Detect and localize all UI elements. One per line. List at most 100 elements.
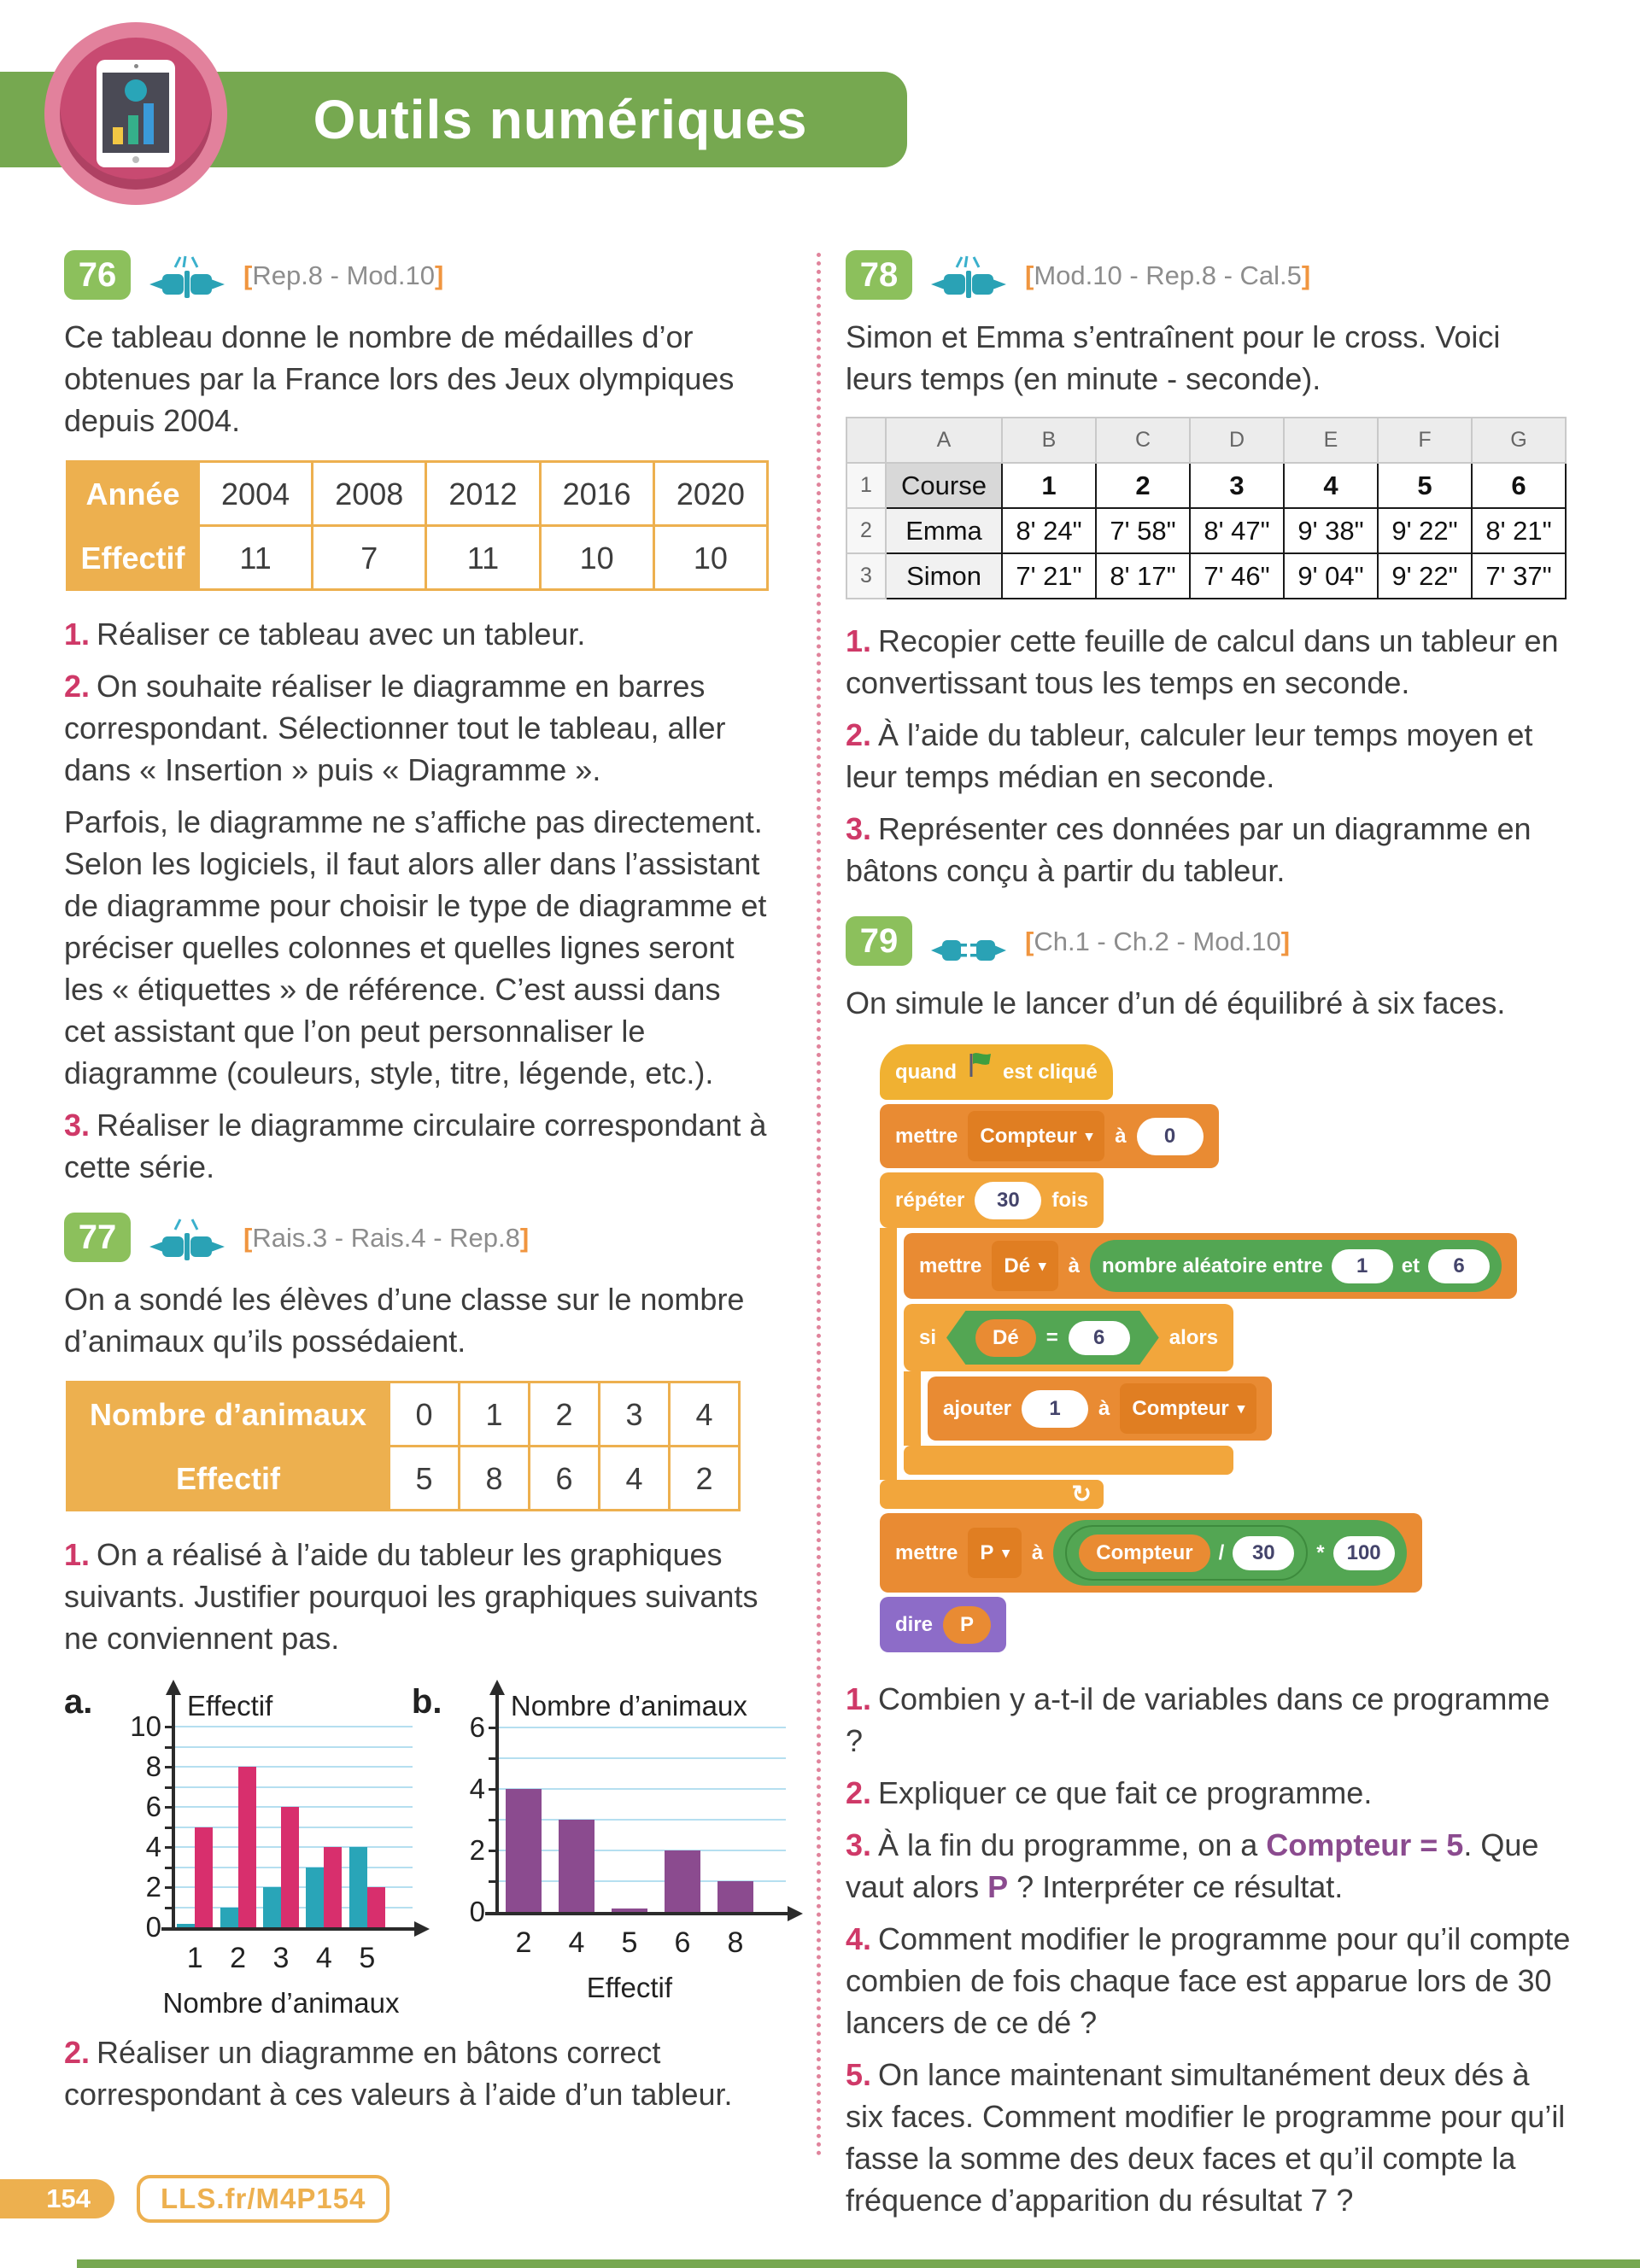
data-cell: 5: [1377, 462, 1473, 509]
chart-corner-label: b.: [411, 1683, 442, 1721]
y-axis-arrow: [166, 1680, 181, 1695]
grid-line: [496, 1819, 786, 1821]
table-cell: 3: [598, 1381, 671, 1447]
skill-tags: [Mod.10 - Rep.8 - Cal.5]: [1025, 260, 1311, 290]
bar: [177, 1924, 196, 1927]
x-axis: [484, 1912, 788, 1915]
table-header-cell: Année: [66, 460, 200, 527]
spreadsheet-table: A B C D E F G 1 Course 1 2 3 4 5 6 2 Emma 8' 24" 7' 58" 8' …: [846, 417, 1567, 599]
y-tick-label: 6: [145, 1791, 161, 1822]
plug-disconnected-icon: [929, 916, 1008, 966]
exercise-76-header: 76 [Rep.8 - Mod.10]: [64, 248, 769, 302]
y-tick-label: 2: [145, 1871, 161, 1903]
grid-line: [496, 1788, 786, 1790]
data-cell: 9' 04": [1283, 552, 1379, 599]
data-cell: 6: [1471, 462, 1567, 509]
scratch-repeat-block: répéter 30 fois mettre Dé ▾ à nombre aléa…: [880, 1172, 1529, 1509]
x-tick-label: 5: [359, 1942, 376, 1974]
y-tick-label: 4: [145, 1831, 161, 1862]
scratch-set-counter-block: mettre Compteur ▾ à 0: [880, 1104, 1219, 1168]
page-title: Outils numériques: [313, 89, 808, 150]
table-cell: 10: [538, 524, 655, 591]
x-tick-label: 5: [621, 1926, 638, 1959]
y-tick: [165, 1846, 173, 1849]
grid-line: [496, 1850, 786, 1851]
scratch-say-block: dire P: [880, 1597, 1007, 1652]
spreadsheet: A B C D E F G 1 Course 1 2 3 4 5 6 2 Emma 8' 24" 7' 58" 8' …: [846, 417, 1572, 599]
data-cell: 7' 46": [1189, 552, 1285, 599]
grid-line: [496, 1727, 786, 1728]
table-cell: 5: [388, 1445, 460, 1511]
exercise-number-badge: 79: [846, 916, 912, 966]
row-number-cell: 1: [846, 462, 887, 509]
table-row: Effectif 11 7 11 10 10: [66, 524, 770, 591]
bar: [306, 1867, 325, 1927]
bar: [558, 1820, 594, 1912]
bar: [281, 1807, 299, 1927]
variable-dropdown: P ▾: [968, 1528, 1022, 1578]
row-number-cell: 3: [846, 552, 887, 599]
y-tick-label: 2: [469, 1834, 485, 1866]
column-header-cell: B: [1001, 417, 1097, 464]
question-item: 1. On a réalisé à l’aide du tableur les g…: [64, 1537, 758, 1656]
table-header-cell: Effectif: [66, 524, 200, 591]
exercise-77-intro: On a sondé les élèves d’une classe sur l…: [64, 1282, 745, 1359]
page-number: 154: [0, 2179, 114, 2218]
question-item: 1. Combien y a-t-il de variables dans ce …: [846, 1681, 1550, 1758]
skill-tags: [Rep.8 - Mod.10]: [243, 260, 444, 290]
spreadsheet-row: 1 Course 1 2 3 4 5 6: [846, 462, 1567, 509]
data-cell: 7' 21": [1001, 552, 1097, 599]
table-cell: 2020: [652, 460, 770, 527]
table-cell: 6: [528, 1445, 600, 1511]
scratch-program: quand est cliqué mettre Compteur ▾ à 0 ré…: [880, 1044, 1529, 1652]
scratch-if-block: si Dé = 6 alors: [904, 1304, 1517, 1475]
x-tick-label: 4: [315, 1942, 332, 1974]
pie-icon: [125, 79, 147, 102]
data-cell: 8' 21": [1471, 507, 1567, 554]
grid-line: [173, 1726, 413, 1727]
dropdown-arrow-icon: ▾: [1085, 1128, 1093, 1144]
grid-line: [173, 1745, 413, 1748]
table-cell: 2: [668, 1445, 741, 1511]
table-row: Effectif 5 8 6 4 2: [66, 1445, 741, 1511]
column-header-cell: G: [1471, 417, 1567, 464]
table-cell: 7: [311, 524, 428, 591]
green-flag-icon: [967, 1051, 993, 1093]
y-tick-label: 0: [469, 1896, 485, 1927]
plug-connected-icon: [148, 250, 226, 300]
spreadsheet-corner-cell: [846, 417, 887, 464]
animals-table: Nombre d’animaux 0 1 2 3 4 Effectif 5 8 6 4 2: [64, 1381, 769, 1511]
question-item: 3. Représenter ces données par un diagram…: [846, 811, 1532, 888]
scratch-add-block: ajouter 1 à Compteur ▾: [928, 1377, 1273, 1441]
row-label-cell: Emma: [885, 507, 1003, 554]
x-tick-label: 1: [186, 1942, 203, 1974]
exercise-79-header: 79 [Ch.1 - Ch.2 - Mod.10]: [846, 914, 1572, 968]
grid-line: [173, 1786, 413, 1788]
left-column: 76 [Rep.8 - Mod.10] Ce tableau donne le …: [64, 248, 803, 2125]
data-cell: 9' 38": [1283, 507, 1379, 554]
dropdown-arrow-icon: ▾: [1002, 1545, 1010, 1561]
y-tick: [165, 1766, 173, 1768]
data-cell: 9' 22": [1377, 552, 1473, 599]
x-tick-label: 2: [230, 1942, 247, 1974]
skill-tags: [Ch.1 - Ch.2 - Mod.10]: [1025, 926, 1291, 956]
grid-line: [496, 1880, 786, 1882]
exercise-number-badge: 77: [64, 1213, 131, 1262]
table-cell: 8: [458, 1445, 530, 1511]
medals-table: Année 2004 2008 2012 2016 2020 Effectif 11 7 11 10…: [64, 460, 770, 591]
equals-condition-block: Dé = 6: [946, 1311, 1159, 1365]
y-axis: [495, 1692, 499, 1912]
x-axis-arrow: [787, 1906, 803, 1921]
bar: [366, 1887, 385, 1927]
scratch-hat-block: quand est cliqué: [880, 1044, 1113, 1100]
bar: [195, 1827, 214, 1927]
row-label-cell: Course: [885, 462, 1003, 509]
exercise-78-header: 78 [Mod.10 - Rep.8 - Cal.5]: [846, 248, 1572, 302]
bar: [220, 1907, 238, 1927]
random-operator-block: nombre aléatoire entre 1 et 6: [1089, 1240, 1502, 1292]
scratch-set-de-block: mettre Dé ▾ à nombre aléatoire entre 1 et…: [904, 1233, 1518, 1299]
tablet-chart-icon: [97, 60, 175, 167]
y-tick-label: 4: [469, 1773, 485, 1804]
bar: [505, 1789, 542, 1912]
table-cell: 2: [528, 1381, 600, 1447]
